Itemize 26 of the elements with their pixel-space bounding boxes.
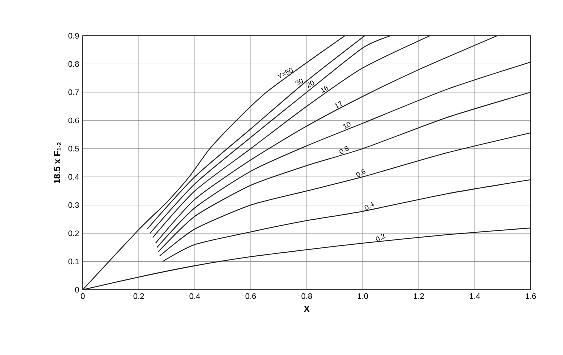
x-tick-label: 0 <box>81 294 85 300</box>
x-tick-label: 1.6 <box>526 294 536 300</box>
line-series <box>158 92 531 252</box>
y-tick-label: 0.9 <box>68 33 80 39</box>
x-tick-label: 1.4 <box>470 294 480 300</box>
y-tick-label: 0.3 <box>68 202 80 208</box>
x-tick-label: 0.6 <box>246 294 256 300</box>
y-axis-title: 18.5 x F$_{1-2}$ <box>54 142 62 184</box>
y-tick-label: 0.6 <box>68 118 80 124</box>
y-tick-label: 0.4 <box>68 174 80 180</box>
x-tick-label: 1.2 <box>414 294 424 300</box>
line-series <box>156 62 531 248</box>
x-axis-title: X <box>304 306 310 312</box>
y-tick-label: 0 <box>75 287 80 293</box>
x-tick-label: 0.8 <box>302 294 312 300</box>
x-tick-label: 0.2 <box>134 294 144 300</box>
y-tick-label: 0.1 <box>68 258 80 265</box>
line-series <box>162 179 531 262</box>
x-tick-label: 0.4 <box>190 294 200 300</box>
line-series <box>155 36 498 244</box>
y-tick-label: 0.7 <box>68 90 80 96</box>
y-tick-label: 0.2 <box>68 230 80 236</box>
y-tick-label: 0.8 <box>68 61 80 68</box>
line-series <box>160 132 531 257</box>
y-tick-label: 0.5 <box>68 146 80 152</box>
x-tick-label: 1.0 <box>358 294 368 300</box>
